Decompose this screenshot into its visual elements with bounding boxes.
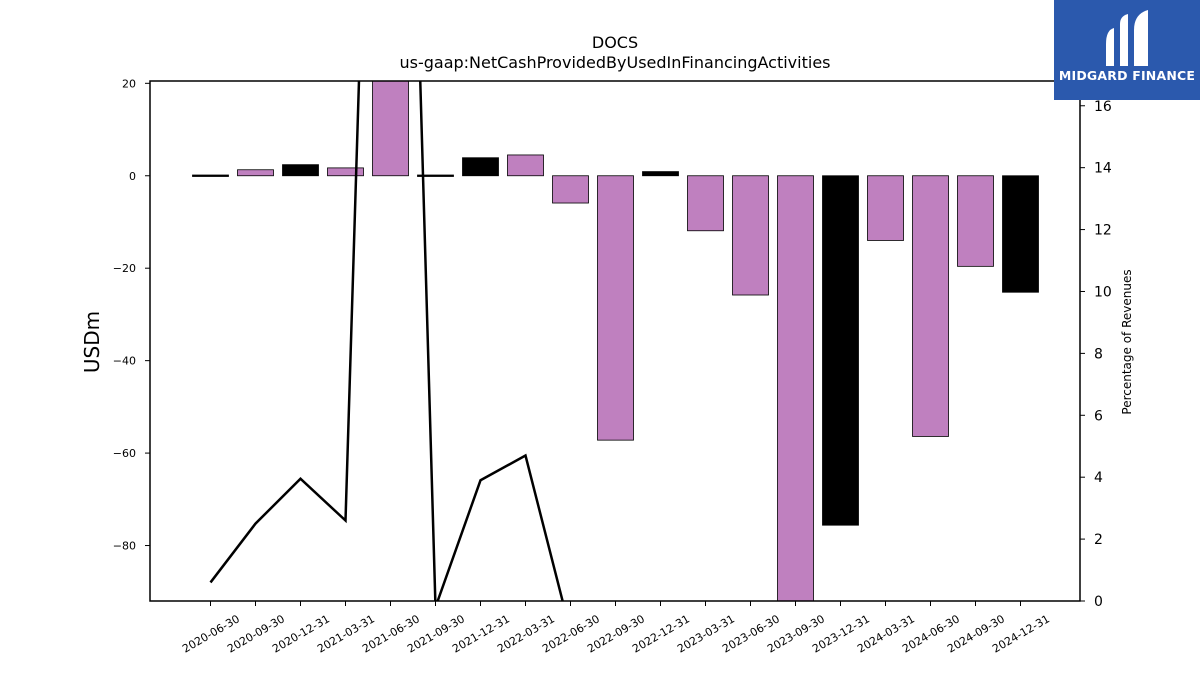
bar [192, 174, 229, 177]
line-series [209, 81, 564, 601]
bar [1002, 175, 1039, 293]
bar [732, 175, 769, 296]
bar [237, 169, 274, 177]
y-tick-label: −20 [113, 262, 136, 275]
line-group [209, 81, 564, 601]
y2-tick-label: 2 [1094, 532, 1103, 548]
y-tick-label: 0 [129, 170, 136, 183]
bar [462, 157, 499, 177]
midgard-finance-logo: MIDGARD FINANCE [1054, 0, 1200, 100]
bar [687, 175, 724, 232]
bar [507, 154, 544, 177]
bar [642, 171, 679, 177]
chart-title: DOCS [592, 33, 638, 52]
y2-tick-label: 16 [1094, 99, 1112, 115]
bar [327, 167, 364, 177]
y2-axis-label: Percentage of Revenues [1120, 269, 1134, 414]
chart-subtitle: us-gaap:NetCashProvidedByUsedInFinancing… [399, 53, 830, 72]
y-tick-label: −40 [113, 355, 136, 368]
y2-tick-label: 12 [1094, 223, 1112, 239]
bars-group [192, 81, 1039, 601]
y2-tick-label: 6 [1094, 408, 1103, 424]
bar [957, 175, 994, 267]
y-tick-label: −80 [113, 540, 136, 553]
bar [552, 175, 589, 204]
bar [597, 175, 634, 441]
bar [912, 175, 949, 437]
bar [867, 175, 904, 241]
bar [372, 81, 409, 177]
y-tick-label: 20 [122, 77, 136, 90]
y2-tick-label: 10 [1094, 284, 1112, 300]
y2-tick-label: 14 [1094, 161, 1112, 177]
bar [282, 164, 319, 177]
y2-tick-label: 4 [1094, 470, 1103, 486]
midgard-m-icon [1106, 10, 1148, 66]
bar [417, 174, 454, 177]
y2-tick-label: 8 [1094, 346, 1103, 362]
bar [822, 175, 859, 526]
logo-text: MIDGARD FINANCE [1058, 68, 1196, 83]
y-tick-label: −60 [113, 447, 136, 460]
y2-tick-label: 0 [1094, 594, 1103, 610]
bar [777, 175, 814, 601]
y-axis-label: USDm [80, 311, 104, 373]
